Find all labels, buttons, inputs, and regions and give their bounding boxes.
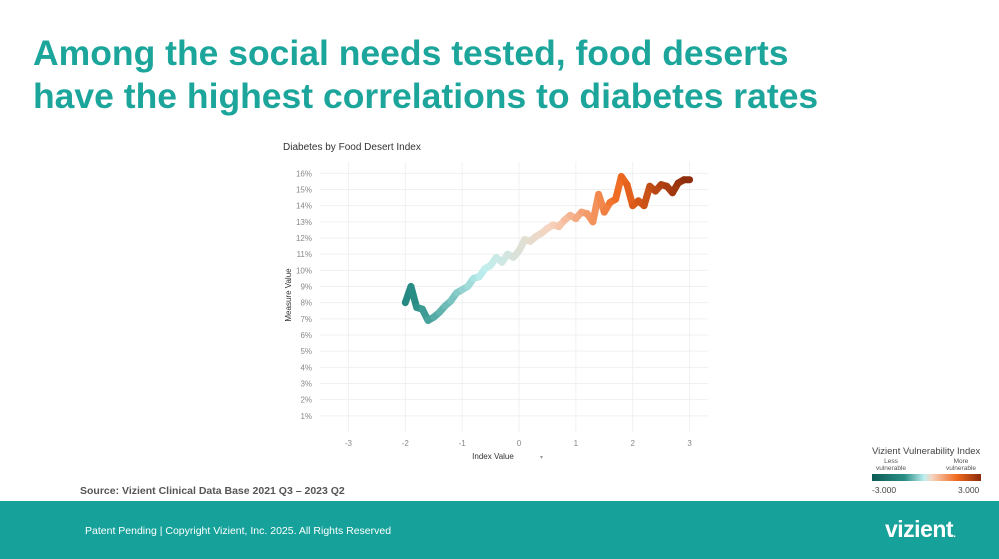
legend-max-value: 3.000 [958, 485, 980, 495]
y-axis-label: Measure Value [284, 268, 293, 322]
x-tick-label: 3 [687, 439, 692, 448]
copyright-text: Patent Pending | Copyright Vizient, Inc.… [85, 525, 392, 537]
legend-min-value: -3.000 [872, 485, 897, 495]
x-tick-label: -3 [345, 439, 353, 448]
y-axis-ticks: 1% 2% 3% 4% 5% 6% 7% 8% 9% 10% 11% 12% 13% 14% 15% 16% [296, 169, 312, 421]
footer-bar: Patent Pending | Copyright Vizient, Inc.… [0, 501, 999, 559]
title-line-2: have the highest correlations to diabete… [33, 76, 819, 116]
y-tick-label: 12% [296, 234, 312, 243]
page-title: Among the social needs tested, food dese… [33, 32, 818, 118]
x-axis-ticks: -3 -2 -1 0 1 2 3 [345, 439, 692, 448]
y-tick-label: 5% [300, 347, 312, 356]
series-line-diabetes [401, 173, 694, 324]
diabetes-food-desert-chart: Diabetes by Food Desert Index 1% 2% 3% 4% 5%… [283, 142, 708, 461]
y-tick-label: 1% [300, 412, 312, 421]
y-tick-label: 9% [300, 282, 312, 291]
legend-more-label: More vulnerable [946, 458, 976, 472]
y-tick-label: 3% [300, 379, 312, 388]
x-tick-label: 1 [574, 439, 579, 448]
y-tick-label: 13% [296, 218, 312, 227]
x-tick-label: 0 [517, 439, 522, 448]
legend-gradient-bar [872, 474, 981, 481]
line-segment [407, 282, 421, 312]
gridlines [320, 162, 708, 432]
y-tick-label: 11% [297, 250, 312, 259]
y-tick-label: 7% [300, 315, 312, 324]
color-legend: Vizient Vulnerability Index Less vulnera… [866, 446, 986, 495]
y-tick-label: 2% [300, 396, 312, 405]
x-tick-label: -1 [459, 439, 467, 448]
x-tick-label: -2 [402, 439, 410, 448]
y-tick-label: 8% [300, 299, 312, 308]
x-tick-label: 2 [630, 439, 635, 448]
logo-text: vizient [885, 516, 954, 542]
y-tick-label: 14% [296, 202, 312, 211]
x-axis-sort-icon: ▾ [540, 454, 543, 461]
y-tick-label: 10% [296, 266, 312, 275]
title-line-1: Among the social needs tested, food dese… [33, 33, 789, 73]
y-tick-label: 16% [296, 169, 312, 178]
legend-less-label: Less vulnerable [876, 458, 906, 472]
chart-title: Diabetes by Food Desert Index [283, 142, 421, 153]
x-axis-label: Index Value [472, 452, 514, 461]
logo-dot: . [953, 529, 956, 540]
source-note: Source: Vizient Clinical Data Base 2021 … [80, 485, 345, 497]
legend-title: Vizient Vulnerability Index [872, 446, 981, 457]
y-tick-label: 4% [300, 363, 312, 372]
vizient-logo: vizient. [885, 516, 956, 543]
y-tick-label: 6% [300, 331, 312, 340]
y-tick-label: 15% [296, 185, 312, 194]
